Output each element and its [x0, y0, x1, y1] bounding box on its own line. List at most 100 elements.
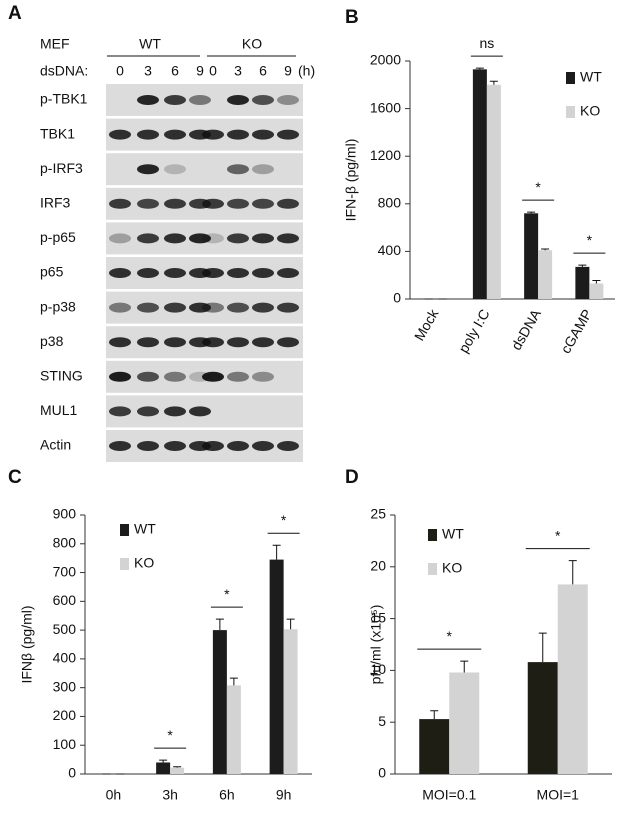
unit-label: (h) [298, 63, 315, 79]
blot-band [109, 129, 131, 140]
row-label: STING [40, 368, 83, 384]
blot-band [227, 371, 249, 382]
y-tick-label: 10 [370, 661, 386, 677]
x-tick-label: dsDNA [508, 306, 544, 353]
error-bar [215, 618, 224, 631]
lane-label: 3 [144, 63, 152, 79]
bar [156, 762, 171, 774]
y-tick-label: 0 [68, 765, 76, 781]
blot-band [164, 233, 186, 244]
lane-label: 9 [196, 63, 204, 79]
error-bar [460, 660, 469, 673]
x-tick-label: Mock [411, 305, 442, 343]
y-tick-label: 0 [378, 765, 386, 781]
blot-band [252, 95, 274, 105]
row-label: TBK1 [40, 125, 75, 141]
blot-band [189, 95, 211, 105]
row-label: p-p65 [40, 229, 76, 245]
blot-band [252, 371, 274, 382]
significance-label: * [167, 727, 173, 743]
panel-letter: B [345, 7, 359, 28]
y-tick-label: 200 [53, 707, 77, 723]
x-tick-label: MOI=0.1 [422, 787, 476, 803]
legend-label: WT [134, 521, 156, 537]
x-tick-label: poly I:C [455, 306, 493, 355]
y-axis-label: IFNβ (pg/ml) [19, 605, 35, 683]
legend-swatch [428, 529, 437, 541]
bar [589, 283, 604, 299]
lane-label: 6 [259, 63, 267, 79]
blot-band [227, 129, 249, 140]
legend-swatch [566, 106, 575, 118]
bar [269, 559, 284, 774]
bar [527, 662, 558, 774]
bar [557, 584, 588, 774]
blot-band [189, 406, 211, 417]
blot-band [137, 164, 159, 175]
legend-label: KO [442, 560, 462, 576]
blot-band [277, 198, 299, 209]
legend-label: WT [442, 526, 464, 542]
blot-band [164, 406, 186, 417]
blot-band [164, 129, 186, 140]
x-tick-label: 3h [162, 787, 178, 803]
error-bar [578, 264, 587, 267]
treatment-label: dsDNA: [40, 63, 88, 79]
legend-swatch [120, 524, 129, 536]
y-tick-label: 1200 [370, 147, 401, 163]
blot-band [202, 371, 224, 382]
group-label: WT [139, 36, 161, 52]
legend-label: WT [580, 69, 602, 85]
error-bar [286, 618, 295, 630]
blot-band [227, 198, 249, 209]
row-label: p65 [40, 264, 64, 280]
legend-label: KO [134, 555, 154, 571]
blot-band [137, 406, 159, 417]
blot-band [164, 302, 186, 313]
blot-band [164, 337, 186, 348]
blot-band [137, 268, 159, 278]
row-label: MUL1 [40, 402, 78, 418]
bar [212, 630, 227, 774]
blot-band [137, 371, 159, 382]
blot-band [277, 233, 299, 244]
row-label: Actin [40, 437, 71, 453]
blot-band [202, 129, 224, 140]
lane-label: 6 [171, 63, 179, 79]
legend-swatch [566, 72, 575, 84]
blot-band [252, 441, 274, 451]
blot-band [164, 164, 186, 175]
blot-band [252, 337, 274, 348]
blot-band [109, 441, 131, 451]
blot-band [109, 371, 131, 382]
blot-band [109, 337, 131, 348]
lane-label: 0 [116, 63, 124, 79]
error-bar [229, 677, 238, 686]
significance-label: * [224, 586, 230, 602]
blot-band [252, 198, 274, 209]
blot-band [109, 406, 131, 417]
blot-band [189, 233, 211, 244]
blot-band [277, 129, 299, 140]
blot-band [202, 233, 224, 244]
blot-band [137, 198, 159, 209]
y-axis-label: pfu/ml (x10⁵) [368, 605, 384, 685]
legend-swatch [428, 563, 437, 575]
blot-band [164, 268, 186, 278]
x-tick-label: cGAMP [557, 306, 595, 356]
bar [524, 213, 539, 299]
blot-band [137, 441, 159, 451]
blot-band [202, 441, 224, 451]
row-label: p38 [40, 333, 64, 349]
error-bar [568, 560, 577, 585]
significance-label: * [587, 232, 593, 248]
blot-band [137, 337, 159, 348]
row-label: IRF3 [40, 195, 71, 211]
y-tick-label: 600 [53, 592, 77, 608]
y-tick-label: 1600 [370, 99, 401, 115]
y-tick-label: 2000 [370, 52, 401, 68]
y-tick-label: 800 [378, 195, 402, 211]
lane-label: 9 [284, 63, 292, 79]
y-tick-label: 20 [370, 558, 386, 574]
blot-band [227, 441, 249, 451]
